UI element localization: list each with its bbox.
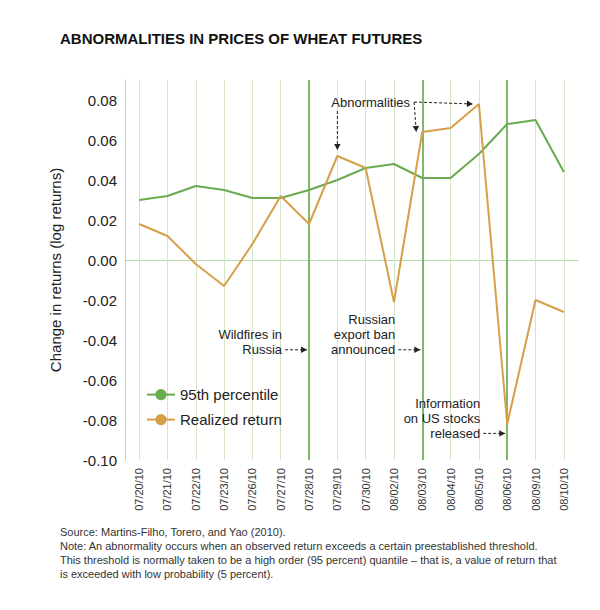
svg-text:announced: announced xyxy=(331,342,395,357)
svg-text:07/23/10: 07/23/10 xyxy=(218,468,230,511)
svg-text:export ban: export ban xyxy=(334,327,395,342)
svg-text:08/06/10: 08/06/10 xyxy=(501,468,513,511)
svg-text:08/10/10: 08/10/10 xyxy=(558,468,570,511)
svg-text:released: released xyxy=(430,426,480,441)
svg-text:08/02/10: 08/02/10 xyxy=(388,468,400,511)
svg-text:07/29/10: 07/29/10 xyxy=(331,468,343,511)
svg-text:Change in returns (log returns: Change in returns (log returns) xyxy=(47,168,64,372)
svg-text:0.04: 0.04 xyxy=(88,172,117,189)
svg-text:Wildfires in: Wildfires in xyxy=(218,327,282,342)
svg-text:-0.02: -0.02 xyxy=(83,292,117,309)
svg-text:07/20/10: 07/20/10 xyxy=(133,468,145,511)
svg-text:-0.06: -0.06 xyxy=(83,372,117,389)
svg-text:0.00: 0.00 xyxy=(88,252,117,269)
svg-text:07/26/10: 07/26/10 xyxy=(246,468,258,511)
svg-text:07/28/10: 07/28/10 xyxy=(303,468,315,511)
svg-text:07/21/10: 07/21/10 xyxy=(161,468,173,511)
svg-text:07/27/10: 07/27/10 xyxy=(275,468,287,511)
svg-text:-0.04: -0.04 xyxy=(83,332,117,349)
svg-text:0.08: 0.08 xyxy=(88,92,117,109)
svg-text:Russian: Russian xyxy=(348,312,395,327)
svg-text:08/05/10: 08/05/10 xyxy=(473,468,485,511)
svg-text:07/30/10: 07/30/10 xyxy=(360,468,372,511)
html-text:Note: An abnormality occurs wh: Note: An abnormality occurs when an obse… xyxy=(60,540,557,580)
svg-text:ABNORMALITIES IN PRICES OF WHE: ABNORMALITIES IN PRICES OF WHEAT FUTURES xyxy=(60,30,422,47)
svg-text:Realized return: Realized return xyxy=(180,411,282,428)
svg-text:95th percentile: 95th percentile xyxy=(180,386,278,403)
svg-text:08/03/10: 08/03/10 xyxy=(416,468,428,511)
svg-text:08/04/10: 08/04/10 xyxy=(445,468,457,511)
svg-text:0.02: 0.02 xyxy=(88,212,117,229)
svg-text:Abnormalities: Abnormalities xyxy=(331,95,410,110)
svg-text:on US stocks: on US stocks xyxy=(404,411,481,426)
svg-text:-0.08: -0.08 xyxy=(83,412,117,429)
svg-text:07/22/10: 07/22/10 xyxy=(190,468,202,511)
svg-text:Russia: Russia xyxy=(242,342,283,357)
svg-text:08/09/10: 08/09/10 xyxy=(530,468,542,511)
svg-text:0.06: 0.06 xyxy=(88,132,117,149)
svg-text:Information: Information xyxy=(415,396,480,411)
html-text:Source: Martins-Filho, Torero,: Source: Martins-Filho, Torero, and Yao (… xyxy=(60,526,286,538)
svg-text:-0.10: -0.10 xyxy=(83,452,117,469)
